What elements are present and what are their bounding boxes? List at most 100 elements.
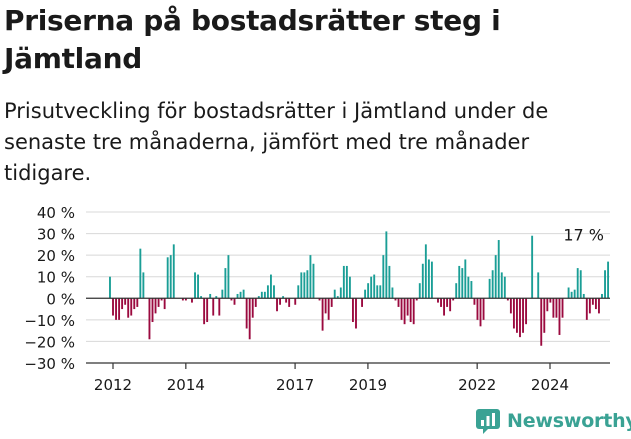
bar (506, 298, 509, 301)
bar (282, 296, 285, 299)
y-tick-label: 20 % (37, 247, 75, 265)
x-tick-label: 2017 (276, 376, 314, 394)
bar (482, 298, 485, 320)
bar (124, 298, 127, 305)
bar (324, 298, 327, 314)
bar (503, 276, 506, 299)
x-tick-label: 2024 (531, 376, 569, 394)
bar (115, 298, 117, 320)
bar (537, 272, 540, 299)
bar (181, 298, 184, 301)
bar (166, 257, 169, 299)
bar (221, 289, 224, 299)
bar (118, 298, 121, 320)
x-tick-label: 2019 (349, 376, 387, 394)
bar (437, 298, 439, 303)
bar (154, 298, 157, 314)
bar (567, 287, 570, 299)
bar (576, 268, 579, 299)
bar (112, 298, 114, 316)
bar (558, 298, 561, 335)
bar (203, 298, 206, 325)
bar (500, 272, 503, 299)
bar (236, 293, 239, 299)
bar (582, 293, 585, 299)
bar (585, 298, 588, 320)
bar (355, 298, 357, 329)
bar (607, 261, 610, 299)
bar (251, 298, 254, 318)
bar (424, 244, 427, 299)
bar (276, 298, 278, 312)
bar (367, 283, 370, 299)
bar (242, 289, 245, 299)
bar (391, 287, 394, 299)
bar (455, 283, 458, 299)
bar (400, 298, 403, 320)
bar (476, 298, 479, 320)
bar (494, 255, 497, 299)
bar (227, 255, 230, 299)
bar (473, 298, 476, 305)
bar (443, 298, 445, 316)
bar (361, 298, 363, 307)
bar (440, 298, 442, 307)
bar (257, 296, 260, 299)
bar (121, 298, 124, 310)
bar (218, 298, 221, 316)
bar (497, 240, 500, 299)
bar (579, 270, 582, 299)
bar (382, 255, 385, 299)
chart-subtitle: Prisutveckling för bostadsrätter i Jämtl… (4, 99, 549, 185)
bar (197, 274, 199, 299)
bar (491, 270, 494, 299)
bar (561, 298, 564, 318)
bar (594, 298, 597, 310)
bar (540, 298, 543, 346)
bar (163, 298, 166, 310)
bar (415, 298, 418, 301)
bar (297, 285, 300, 299)
bar (136, 298, 139, 307)
bar (452, 298, 455, 301)
bar (157, 298, 160, 307)
bar (294, 298, 297, 305)
last-value-label: 17 % (563, 226, 604, 245)
bar (327, 298, 330, 320)
bar (512, 298, 515, 329)
bar (309, 255, 312, 299)
bar (224, 268, 227, 299)
bar (109, 276, 111, 299)
bar (127, 298, 130, 318)
bar (342, 265, 345, 299)
bar (601, 293, 603, 299)
bar (333, 289, 336, 299)
bar (130, 298, 133, 316)
bar (200, 296, 203, 299)
bar (215, 296, 218, 299)
bar (273, 285, 275, 299)
bar (525, 298, 528, 325)
bar (303, 272, 306, 299)
bar (555, 298, 558, 318)
bar (336, 296, 339, 299)
bar (376, 285, 379, 299)
bar (209, 293, 212, 299)
bar (412, 298, 415, 325)
y-tick-label: −30 % (24, 355, 75, 373)
bar (172, 244, 175, 299)
y-tick-label: 40 % (37, 204, 75, 222)
bar (379, 285, 382, 299)
newsworthy-logo-icon (476, 409, 500, 434)
bar (263, 291, 266, 299)
bar (519, 298, 521, 338)
bar (388, 265, 391, 299)
bar (370, 276, 373, 299)
newsworthy-logo[interactable]: Newsworthy (475, 408, 631, 434)
bar (588, 298, 591, 314)
chart-title: Priserna på bostadsrätter steg i Jämtlan… (4, 4, 501, 75)
bar (348, 276, 351, 299)
y-tick-label: −10 % (24, 312, 75, 330)
bar (467, 276, 470, 299)
